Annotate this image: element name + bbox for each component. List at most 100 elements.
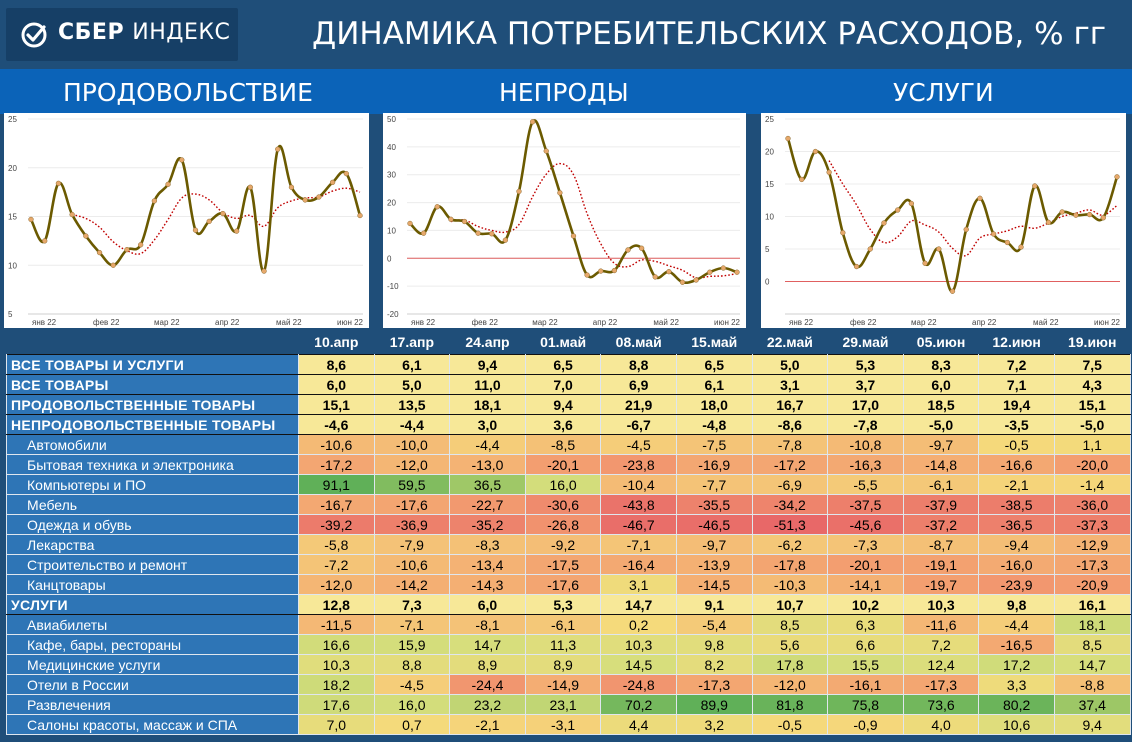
table-cell: -20,9 xyxy=(1053,574,1131,595)
table-cell: -5,4 xyxy=(675,614,753,635)
table-row: НЕПРОДОВОЛЬСТВЕННЫЕ ТОВАРЫ -4,6 -4,4 3,0 3,6… xyxy=(6,414,1131,435)
table-cell: -16,9 xyxy=(675,454,753,475)
logo-text: СБЕР ИНДЕКС xyxy=(58,20,230,45)
table-cell: -5,0 xyxy=(1053,414,1131,435)
table-cell: -13,0 xyxy=(449,454,526,475)
table-cell: 16,0 xyxy=(524,474,602,495)
trend-line xyxy=(71,187,361,255)
table-cell: 16,7 xyxy=(751,394,829,415)
table-cell: 9,8 xyxy=(978,594,1055,615)
table-cell: -8,6 xyxy=(751,414,829,435)
table-cell: 14,7 xyxy=(1053,654,1131,675)
data-point xyxy=(357,212,363,219)
chart-food-svg: 5 10 15 20 25 янв 22 фев 22 мар 22 апр 22 май 22 и… xyxy=(8,115,364,327)
data-point xyxy=(853,263,860,270)
x-tick-label: май 22 xyxy=(276,318,302,327)
x-tick-label: фев 22 xyxy=(93,318,120,327)
table-cell: -16,3 xyxy=(827,454,904,475)
table-cell: -37,9 xyxy=(902,494,980,515)
table-cell: 81,8 xyxy=(751,694,829,715)
y-tick-label: 0 xyxy=(387,254,392,263)
table-cell: 80,2 xyxy=(978,694,1055,715)
table-cell: -36,0 xyxy=(1053,494,1131,515)
table-cell: 4,0 xyxy=(902,714,980,735)
table-row: Салоны красоты, массаж и СПА 7,0 0,7 -2,1 -3… xyxy=(6,714,1131,735)
data-point xyxy=(55,180,62,186)
table-cell: 6,1 xyxy=(373,354,451,375)
series-line xyxy=(786,138,1119,293)
table-cell: 9,4 xyxy=(449,354,526,375)
table-cell: -23,9 xyxy=(978,574,1055,595)
table-cell: -7,1 xyxy=(600,534,677,555)
table-header-row: 10.апр 17.апр 24.апр 01.май 08.май 15.май 22.м… xyxy=(6,330,1131,355)
logo-bold: СБЕР xyxy=(58,20,125,45)
table-row: Строительство и ремонт -7,2 -10,6 -13,4 -17,… xyxy=(6,554,1131,575)
table-cell: 3,7 xyxy=(827,374,904,395)
table-cell: -23,8 xyxy=(600,454,677,475)
table-cell: 7,5 xyxy=(1053,354,1131,375)
table-cell: -17,8 xyxy=(751,554,829,575)
table-cell: -14,5 xyxy=(675,574,753,595)
table-cell: 10,3 xyxy=(600,634,677,655)
table-cell: -0,5 xyxy=(751,714,829,735)
table-cell: 8,8 xyxy=(373,654,451,675)
table-cell: -17,2 xyxy=(298,454,375,475)
data-point xyxy=(165,181,171,187)
data-point xyxy=(110,262,116,268)
table-cell: -20,1 xyxy=(827,554,904,575)
table-cell: -17,3 xyxy=(902,674,980,695)
table-cell: -24,8 xyxy=(600,674,677,695)
table-cell: 3,0 xyxy=(449,414,526,435)
table-cell: 6,5 xyxy=(675,354,753,375)
y-tick-label: 30 xyxy=(387,171,396,180)
table-cell: -37,3 xyxy=(1053,514,1131,535)
table-cell: 73,6 xyxy=(902,694,980,715)
data-point xyxy=(799,176,805,183)
table-row: Развлечения 17,6 16,0 23,2 23,1 70,2 89,9 81,8 7… xyxy=(6,694,1131,715)
x-tick-label: фев 22 xyxy=(472,318,499,327)
table-cell: -7,8 xyxy=(827,414,904,435)
table-cell: 10,6 xyxy=(978,714,1055,735)
table-cell: -3,1 xyxy=(524,714,602,735)
data-point xyxy=(1032,183,1038,189)
table-cell: 3,2 xyxy=(675,714,753,735)
table-cell: -39,2 xyxy=(298,514,375,535)
data-point xyxy=(192,227,199,233)
chart-title-nonfood: НЕПРОДЫ xyxy=(499,78,629,107)
table-row: ВСЕ ТОВАРЫ 6,0 5,0 11,0 7,0 6,9 6,1 3,1 3,7 6,0 7,… xyxy=(6,374,1131,395)
data-point xyxy=(220,210,226,217)
x-tick-label: май 22 xyxy=(653,318,679,327)
table-cell: -4,8 xyxy=(675,414,753,435)
table-cell: -6,1 xyxy=(524,614,602,635)
x-tick-label: апр 22 xyxy=(215,318,240,327)
column-header: 29.май xyxy=(827,330,904,355)
table-cell: 6,3 xyxy=(827,614,904,635)
data-point xyxy=(1100,215,1106,221)
table-row: Кафе, бары, рестораны 16,6 15,9 14,7 11,3 10,… xyxy=(6,634,1131,655)
table-cell: 6,1 xyxy=(675,374,753,395)
y-tick-label: 10 xyxy=(387,226,396,235)
data-point xyxy=(434,204,440,210)
row-label: Компьютеры и ПО xyxy=(6,474,299,495)
table-cell: 17,8 xyxy=(751,654,829,675)
table-cell: -9,4 xyxy=(978,534,1055,555)
table-cell: -7,8 xyxy=(751,434,829,455)
table-cell: 10,3 xyxy=(298,654,375,675)
table-cell: 5,6 xyxy=(751,634,829,655)
table-cell: 9,4 xyxy=(524,394,602,415)
table-cell: -7,3 xyxy=(827,534,904,555)
row-label: Салоны красоты, массаж и СПА xyxy=(6,714,299,735)
table-row: УСЛУГИ 12,8 7,3 6,0 5,3 14,7 9,1 10,7 10,2 10,3 9,… xyxy=(6,594,1131,615)
table-row: Лекарства -5,8 -7,9 -8,3 -9,2 -7,1 -9,7 -6,2 -7,… xyxy=(6,534,1131,555)
table-cell: 23,2 xyxy=(449,694,526,715)
table-cell: -4,5 xyxy=(600,434,677,455)
table-cell: 8,9 xyxy=(524,654,602,675)
table-cell: 8,8 xyxy=(600,354,677,375)
table-cell: 7,2 xyxy=(902,634,980,655)
table-cell: 14,7 xyxy=(449,634,526,655)
y-tick-label: 0 xyxy=(765,278,770,287)
table-cell: -19,7 xyxy=(902,574,980,595)
series-line xyxy=(29,144,362,273)
row-label: Медицинские услуги xyxy=(6,654,299,675)
row-label: Бытовая техника и электроника xyxy=(6,454,299,475)
